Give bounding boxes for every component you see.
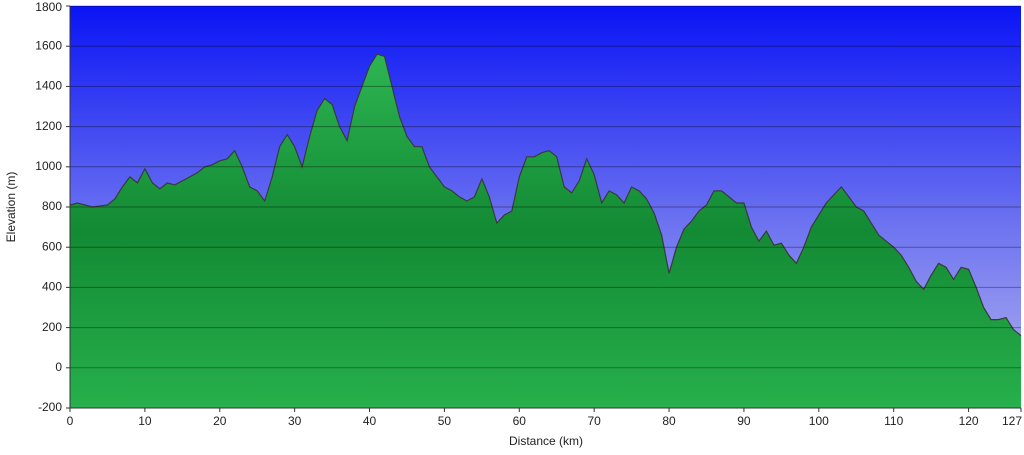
x-tick-label: 70 [587, 414, 601, 428]
x-tick-label: 120 [959, 414, 979, 428]
x-tick-label: 100 [809, 414, 829, 428]
y-tick-label: 1400 [35, 79, 62, 93]
x-tick-label: 20 [213, 414, 227, 428]
x-tick-label: 60 [513, 414, 527, 428]
x-axis-label: Distance (km) [509, 434, 583, 448]
y-tick-label: 1000 [35, 159, 62, 173]
x-tick-label: 30 [288, 414, 302, 428]
y-tick-label: 1600 [35, 38, 62, 52]
y-tick-label: 800 [42, 199, 62, 213]
y-tick-label: 0 [55, 360, 62, 374]
y-tick-label: 600 [42, 239, 62, 253]
x-tick-label: 110 [884, 414, 903, 428]
elevation-area [70, 54, 1021, 408]
x-tick-label: 80 [662, 414, 676, 428]
x-tick-label: 90 [737, 414, 751, 428]
y-tick-label: 1200 [35, 119, 62, 133]
x-tick-label: 127 [1002, 414, 1022, 428]
x-tick-label: 0 [67, 414, 74, 428]
y-axis-label: Elevation (m) [4, 172, 18, 243]
x-tick-label: 50 [438, 414, 452, 428]
y-tick-label: 1800 [35, 0, 62, 14]
y-tick-label: 400 [42, 280, 62, 294]
x-tick-label: 40 [363, 414, 377, 428]
y-tick-label: 200 [42, 320, 62, 334]
elevation-line [69, 53, 1022, 337]
x-tick-label: 10 [138, 414, 152, 428]
y-tick-label: -200 [38, 400, 62, 414]
